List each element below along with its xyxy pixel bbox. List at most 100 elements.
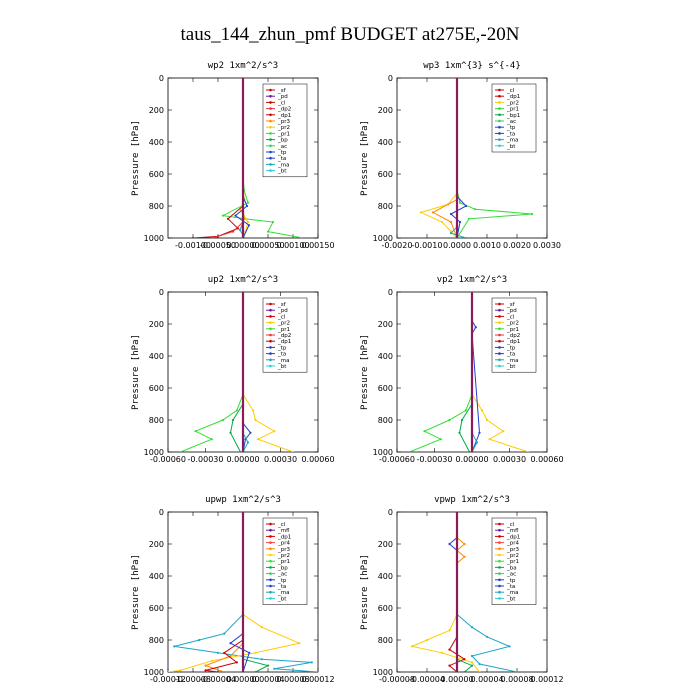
plot-frame bbox=[396, 511, 548, 673]
x-tick-label: 0.00060 bbox=[530, 455, 563, 464]
y-tick-label: 1000 bbox=[144, 234, 164, 243]
y-tick-label: 0 bbox=[159, 74, 164, 83]
legend-marker bbox=[269, 138, 272, 141]
panel-title: upwp 1xm^2/s^3 bbox=[205, 495, 281, 505]
data-point bbox=[470, 664, 474, 667]
legend-entry: _dp1 bbox=[506, 94, 520, 100]
legend-entry: _ba bbox=[506, 565, 517, 571]
data-point bbox=[260, 626, 263, 629]
data-point bbox=[249, 431, 252, 434]
data-point bbox=[204, 669, 207, 672]
legend-marker bbox=[269, 535, 272, 538]
y-tick-label: 1000 bbox=[373, 668, 393, 677]
legend-marker bbox=[269, 119, 272, 123]
legend-marker bbox=[269, 156, 272, 160]
data-point bbox=[478, 662, 481, 666]
legend-entry: _pr2 bbox=[506, 100, 519, 106]
y-tick-label: 200 bbox=[149, 106, 164, 115]
legend-entry: _pr3 bbox=[277, 119, 291, 125]
chart-panel-2: up2 1xm^2/s^3 Pressure [hPa] 0 200 400 600 800… bbox=[131, 275, 335, 464]
x-tick-label: 0.00030 bbox=[264, 455, 297, 464]
legend-marker bbox=[498, 88, 501, 92]
legend-entry: _pd bbox=[506, 308, 517, 314]
data-point bbox=[291, 450, 295, 452]
data-point bbox=[238, 228, 242, 232]
legend-marker bbox=[498, 125, 501, 129]
y-tick-label: 600 bbox=[378, 604, 393, 613]
data-point bbox=[440, 651, 444, 654]
data-point bbox=[448, 629, 451, 632]
x-tick-label: 0.00100 bbox=[276, 241, 309, 250]
y-tick-label: 1000 bbox=[373, 448, 393, 457]
legend-entry: _pr4 bbox=[277, 541, 291, 547]
data-point bbox=[463, 542, 466, 546]
x-tick-label: -0.00060 bbox=[150, 455, 186, 464]
data-point bbox=[246, 201, 250, 204]
legend-entry: _tp bbox=[506, 578, 516, 584]
legend-entry: _sf bbox=[277, 88, 287, 94]
data-point bbox=[179, 669, 182, 672]
x-tick-label: 0.00008 bbox=[276, 675, 309, 684]
data-point bbox=[223, 632, 226, 635]
data-point bbox=[423, 430, 426, 433]
legend-entry: _cl bbox=[277, 314, 286, 320]
y-tick-label: 200 bbox=[378, 320, 393, 329]
legend-entry: _dp1 bbox=[506, 534, 520, 540]
legend-marker bbox=[269, 541, 272, 544]
y-axis-label: Pressure [hPa] bbox=[131, 554, 141, 630]
data-point bbox=[419, 211, 423, 214]
data-point bbox=[488, 438, 491, 441]
legend-marker bbox=[269, 308, 272, 312]
legend-entry: _dp2 bbox=[277, 333, 291, 339]
data-point bbox=[204, 664, 207, 667]
legend-entry: _ta bbox=[277, 156, 286, 162]
legend: _sf_pd_cl_dp2_dp1_pr3_pr2_pr1_bp_ac_tp_t… bbox=[262, 83, 308, 178]
data-point bbox=[408, 450, 411, 452]
legend-marker bbox=[269, 572, 272, 575]
data-point bbox=[463, 670, 466, 672]
legend-marker bbox=[498, 597, 501, 600]
x-tick-label: -0.00012 bbox=[150, 675, 186, 684]
legend: _cl_mfl_dp1_pr4_pr3_pr2_pr1_ba_ac_tp_ta_… bbox=[491, 517, 537, 605]
legend-entry: _tp bbox=[277, 578, 287, 584]
legend-marker bbox=[269, 132, 272, 135]
data-point bbox=[194, 430, 197, 433]
legend-entry: _pr1 bbox=[277, 559, 290, 565]
data-point bbox=[271, 220, 275, 224]
data-point bbox=[464, 409, 467, 412]
data-point bbox=[246, 220, 250, 224]
x-tick-label: 0.0000 bbox=[443, 241, 471, 250]
legend-entry: _ma bbox=[506, 358, 518, 364]
legend-entry: _pr1 bbox=[277, 327, 290, 333]
x-tick-label: -0.0010 bbox=[412, 241, 443, 250]
y-tick-label: 400 bbox=[149, 572, 164, 581]
legend: _cl_mfl_dp1_pr4_pr3_pr2_pr1_bp_ac_tp_ta_… bbox=[262, 517, 308, 605]
legend-marker bbox=[498, 302, 501, 306]
panel-title: up2 1xm^2/s^3 bbox=[208, 275, 278, 285]
series-line-pr1 bbox=[221, 173, 304, 238]
data-point bbox=[530, 212, 534, 216]
data-point bbox=[247, 224, 251, 227]
data-point bbox=[254, 651, 257, 654]
legend-marker bbox=[498, 339, 501, 343]
series-line-tp bbox=[471, 320, 481, 452]
legend-entry: _bt bbox=[277, 596, 287, 602]
legend-marker bbox=[269, 584, 272, 588]
legend-marker bbox=[269, 125, 272, 129]
y-tick-label: 200 bbox=[378, 106, 393, 115]
legend-entry: _cl bbox=[506, 522, 515, 528]
y-tick-label: 600 bbox=[149, 604, 164, 613]
y-tick-label: 800 bbox=[378, 202, 393, 211]
data-point bbox=[431, 211, 435, 214]
series-group bbox=[408, 292, 530, 452]
legend-marker bbox=[498, 553, 501, 557]
data-point bbox=[448, 542, 451, 546]
series-line-dp1 bbox=[229, 403, 244, 452]
x-tick-label: -0.0020 bbox=[382, 241, 413, 250]
y-tick-label: 200 bbox=[149, 540, 164, 549]
series-line-tp bbox=[242, 422, 252, 452]
legend-entry: _tp bbox=[277, 150, 287, 156]
data-point bbox=[485, 635, 489, 638]
y-tick-label: 800 bbox=[378, 416, 393, 425]
legend-marker bbox=[498, 566, 501, 569]
